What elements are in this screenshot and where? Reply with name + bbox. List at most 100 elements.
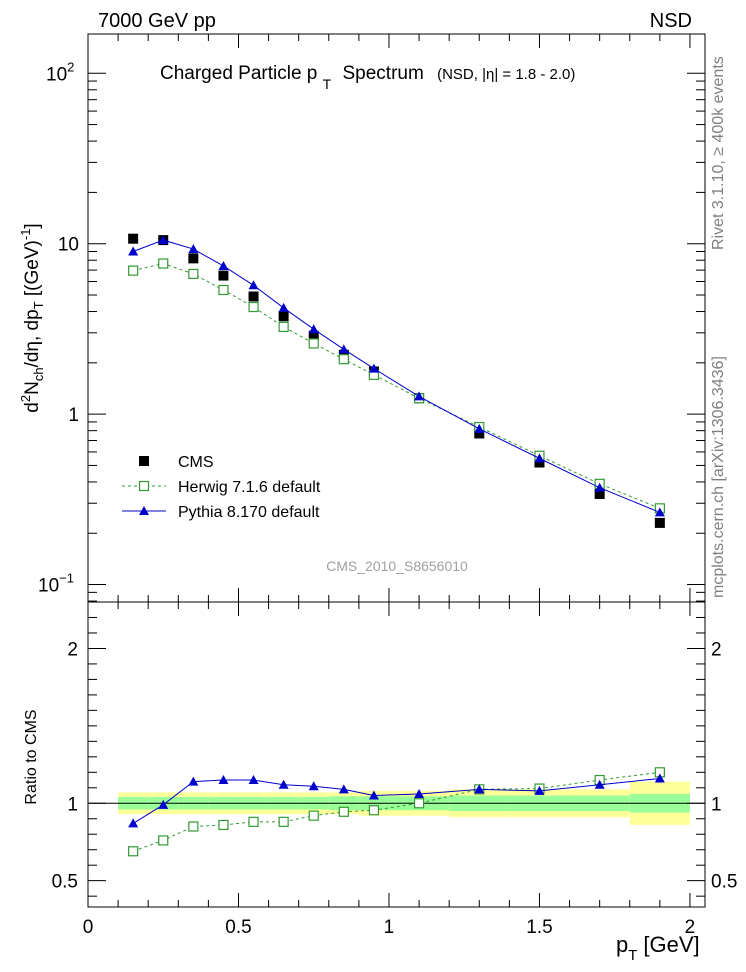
x-tick-label: 2 — [685, 917, 696, 938]
main-point-herwig — [128, 265, 139, 276]
ratio-point-herwig — [128, 846, 139, 857]
chart-title-extra: (NSD, |η| = 1.8 - 2.0) — [437, 66, 575, 83]
ratio-point-pythia — [474, 784, 485, 794]
main-line-herwig — [133, 263, 661, 509]
ratio-y-axis-label: Ratio to CMS — [23, 709, 40, 804]
chart-title-subscript: T — [323, 76, 332, 92]
ratio-point-pythia — [158, 799, 169, 809]
x-tick-label: 0.5 — [225, 917, 251, 938]
ratio-point-herwig — [308, 810, 319, 821]
main-point-pythia — [158, 235, 169, 245]
main-point-herwig — [188, 268, 199, 279]
main-y-tick-label: 1 — [68, 405, 79, 426]
legend-label-herwig: Herwig 7.1.6 default — [178, 479, 321, 496]
ratio-point-pythia — [128, 818, 139, 828]
ylabel-sub-ch: ch — [31, 367, 46, 381]
ratio-point-herwig — [278, 816, 289, 827]
ratio-line-pythia — [132, 778, 660, 824]
main-y-axis-label: d2Nch/dη, dpT [(GeV)-1] — [18, 223, 46, 412]
x-tick-label: 0 — [83, 917, 94, 938]
ratio-point-herwig — [248, 816, 259, 827]
main-point-pythia — [308, 324, 319, 334]
ylabel-part-units: [(GeV) — [22, 240, 43, 301]
main-point-pythia — [654, 507, 665, 517]
x-axis-label: pT [GeV] — [616, 932, 700, 964]
ratio-point-pythia — [414, 788, 425, 798]
ratio-point-pythia — [534, 785, 545, 795]
legend-marker-pythia — [139, 506, 149, 515]
ratio-y-tick-label-left: 2 — [67, 639, 78, 660]
chart-title-tail: Spectrum — [343, 63, 424, 84]
main-point-cms — [534, 457, 545, 468]
ratio-plot-frame — [87, 601, 706, 908]
ylabel-part-d: d — [22, 402, 43, 413]
main-point-pythia — [534, 453, 545, 463]
main-point-herwig — [308, 338, 319, 349]
ylabel-sup-minus1: -1 — [18, 229, 33, 241]
ratio-line-herwig — [132, 771, 660, 852]
ylabel-part-close: ] — [22, 223, 43, 228]
ratio-point-pythia — [188, 776, 199, 786]
ratio-y-tick-label-left: 1 — [67, 794, 78, 815]
main-point-herwig — [278, 321, 289, 332]
main-point-cms — [248, 291, 259, 302]
legend-marker-herwig — [138, 480, 150, 492]
side-label-rivet: Rivet 3.1.10, ≥ 400k events — [710, 56, 727, 250]
ratio-point-pythia — [368, 790, 379, 800]
ratio-point-pythia — [308, 781, 319, 791]
main-point-pythia — [338, 344, 349, 354]
ratio-point-pythia — [248, 775, 259, 785]
legend-label-cms: CMS — [178, 454, 214, 471]
main-point-pythia — [218, 260, 229, 270]
ratio-plot-panel: 0 0.5 1 1.5 2 0.5 0.5 1 1 2 2 Ratio to CMS pT [GeV] — [23, 601, 737, 964]
x-axis-label-sub: T — [628, 947, 637, 964]
main-point-cms — [278, 311, 289, 322]
ratio-point-herwig — [368, 805, 380, 816]
legend-label-pythia: Pythia 8.170 default — [178, 504, 320, 521]
header-left-label: 7000 GeV pp — [98, 10, 216, 32]
main-series-layer — [128, 233, 665, 528]
ylabel-sup-2: 2 — [18, 395, 33, 402]
main-point-cms — [188, 253, 199, 264]
main-y-tick-label: 10−1 — [38, 571, 74, 597]
ylabel-part-n: N — [22, 381, 43, 395]
ratio-point-pythia — [278, 779, 289, 789]
main-plot-panel: 10−1 1 10 102 Charged Particle p T Spectrum… — [18, 33, 706, 603]
ratio-series-layer — [128, 767, 665, 857]
main-point-herwig — [248, 301, 259, 313]
main-point-pythia — [414, 391, 425, 401]
main-point-herwig — [338, 354, 349, 365]
main-point-pythia — [128, 246, 139, 256]
ratio-point-herwig — [338, 806, 349, 817]
header-right-label: NSD — [650, 10, 692, 32]
x-axis-label-unit: [GeV] — [643, 932, 699, 957]
ylabel-part-deta: /dη, dp — [22, 309, 43, 367]
main-point-herwig — [218, 284, 229, 296]
ratio-point-herwig — [218, 819, 229, 831]
main-point-cms — [218, 270, 229, 281]
side-label-mcplots: mcplots.cern.ch [arXiv:1306.3436] — [710, 356, 727, 598]
main-point-pythia — [594, 482, 605, 492]
legend-marker-cms — [139, 456, 149, 466]
analysis-watermark: CMS_2010_S8656010 — [326, 558, 468, 574]
main-point-pythia — [188, 244, 199, 254]
ratio-y-tick-label-right: 2 — [711, 639, 722, 660]
ratio-point-herwig — [188, 821, 199, 832]
ylabel-sub-t: T — [31, 301, 46, 309]
x-tick-label: 1.5 — [526, 917, 552, 938]
main-point-cms — [474, 428, 485, 439]
chart-title: Charged Particle p T Spectrum (NSD, |η| … — [160, 63, 575, 94]
main-point-herwig — [158, 258, 169, 269]
ratio-point-pythia — [594, 779, 605, 789]
x-axis-label-p: p — [616, 932, 628, 957]
main-point-cms — [308, 330, 319, 341]
ratio-point-pythia — [218, 775, 229, 785]
ratio-y-tick-label-right: 0.5 — [711, 872, 737, 893]
main-point-pythia — [248, 280, 259, 290]
main-line-pythia — [132, 239, 661, 513]
main-point-pythia — [368, 363, 379, 373]
main-point-cms — [594, 488, 605, 499]
ratio-y-tick-label-left: 0.5 — [52, 872, 78, 893]
ratio-y-tick-label-right: 1 — [711, 794, 722, 815]
